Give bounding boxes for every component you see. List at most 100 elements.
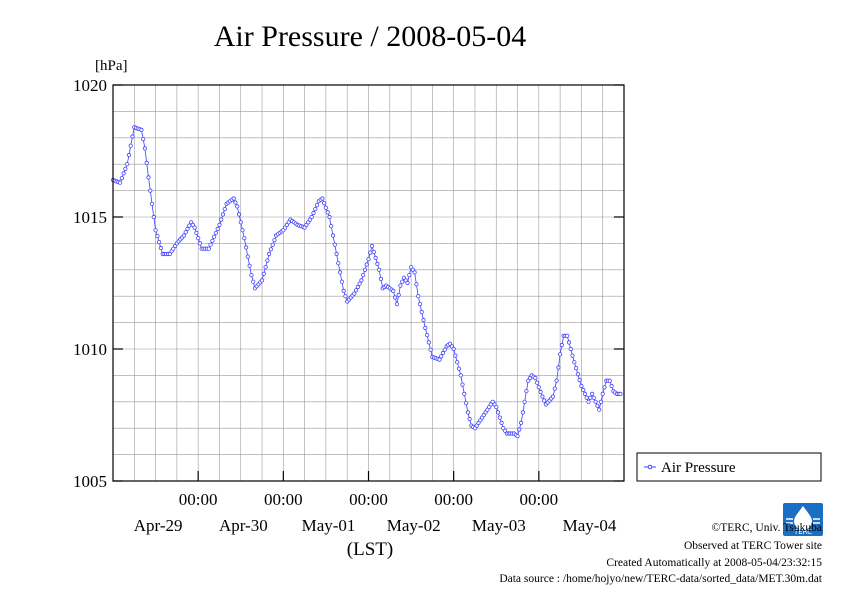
data-point: [584, 395, 589, 400]
data-point: [311, 210, 316, 216]
data-point: [245, 254, 250, 259]
data-point: [602, 385, 607, 390]
data-point: [359, 278, 364, 283]
data-point: [412, 270, 417, 275]
data-point: [417, 301, 423, 307]
observation-site-text: Observed at TERC Tower site: [683, 540, 822, 552]
data-point: [220, 212, 226, 217]
data-point: [130, 134, 135, 139]
data-point: [618, 391, 623, 396]
data-point: [416, 294, 421, 299]
data-point: [375, 261, 380, 266]
data-point: [582, 391, 588, 396]
data-point: [240, 228, 245, 233]
data-point: [520, 410, 526, 415]
data-point: [210, 238, 215, 243]
axis-ticks: 100510101015102000:00Apr-2900:00Apr-3000…: [73, 76, 624, 535]
data-point: [579, 383, 584, 389]
data-point: [206, 246, 211, 251]
x-tick-date-label: Apr-30: [219, 516, 268, 535]
data-point: [439, 354, 444, 359]
data-point: [378, 276, 383, 282]
data-point: [128, 143, 133, 148]
data-point: [373, 255, 378, 260]
data-point: [419, 309, 424, 315]
data-point: [460, 382, 465, 387]
data-point: [125, 162, 130, 167]
data-point: [566, 340, 572, 345]
data-point: [575, 371, 581, 377]
data-point: [142, 146, 147, 151]
data-point: [517, 427, 522, 432]
data-point: [238, 220, 243, 225]
data-point: [157, 240, 162, 245]
data-point: [235, 204, 240, 209]
data-point: [123, 166, 128, 171]
x-tick-time-label: 00:00: [179, 490, 218, 509]
data-point: [391, 288, 396, 293]
data-point: [233, 200, 238, 205]
data-point: [321, 201, 327, 206]
data-point: [146, 175, 151, 180]
data-point: [538, 389, 543, 394]
x-tick-date-label: May-04: [563, 516, 617, 535]
x-tick-time-label: 00:00: [264, 490, 303, 509]
x-tick-date-label: May-01: [302, 516, 356, 535]
data-point: [212, 234, 217, 239]
grid: [113, 85, 624, 481]
legend-label: Air Pressure: [661, 460, 736, 476]
data-point: [329, 224, 334, 229]
data-point: [565, 333, 570, 338]
x-tick-time-label: 00:00: [349, 490, 388, 509]
data-point: [540, 394, 545, 399]
data-point: [139, 127, 144, 132]
data-point: [398, 283, 403, 288]
data-point: [327, 214, 332, 220]
water-drop-icon: [794, 506, 812, 530]
data-point: [330, 233, 336, 238]
data-point: [247, 263, 252, 268]
data-point: [121, 171, 126, 176]
data-point: [309, 214, 314, 220]
data-point: [524, 389, 529, 394]
data-source-text: Data source : /home/hojyo/new/TERC-data/…: [499, 573, 822, 585]
data-point: [407, 272, 412, 278]
data-point: [343, 294, 348, 299]
data-point: [148, 188, 153, 193]
data-point: [536, 385, 541, 390]
x-tick-date-label: Apr-29: [134, 516, 183, 535]
data-point: [426, 340, 431, 345]
data-point: [600, 391, 605, 396]
data-point: [581, 387, 586, 392]
data-point: [353, 288, 359, 293]
data-point: [213, 230, 218, 235]
y-tick-label: 1015: [73, 208, 107, 227]
chart-title: Air Pressure / 2008-05-04: [214, 20, 526, 53]
terc-logo-text: TERC: [793, 528, 812, 536]
data-point: [494, 404, 499, 410]
data-point: [337, 270, 343, 275]
data-point: [215, 226, 220, 231]
data-point: [144, 160, 149, 165]
data-point: [352, 291, 357, 296]
data-point: [534, 380, 540, 385]
x-tick-date-label: May-03: [472, 516, 526, 535]
copyright-text: ©TERC, Univ. Tsukuba: [711, 522, 822, 534]
x-axis-label: (LST): [347, 539, 393, 560]
data-point: [217, 222, 222, 227]
data-point: [119, 176, 125, 181]
data-point: [323, 205, 328, 210]
data-point: [194, 230, 199, 235]
y-axis-unit-label: [hPa]: [95, 58, 128, 74]
data-point: [591, 395, 596, 400]
data-point: [376, 267, 382, 272]
data-point: [325, 210, 330, 215]
data-point: [126, 152, 132, 158]
data-point: [151, 214, 156, 220]
data-point: [428, 347, 433, 352]
data-point: [495, 410, 501, 415]
data-point: [368, 250, 373, 255]
data-point: [369, 243, 375, 249]
data-point: [405, 280, 410, 286]
y-tick-label: 1005: [73, 472, 107, 491]
